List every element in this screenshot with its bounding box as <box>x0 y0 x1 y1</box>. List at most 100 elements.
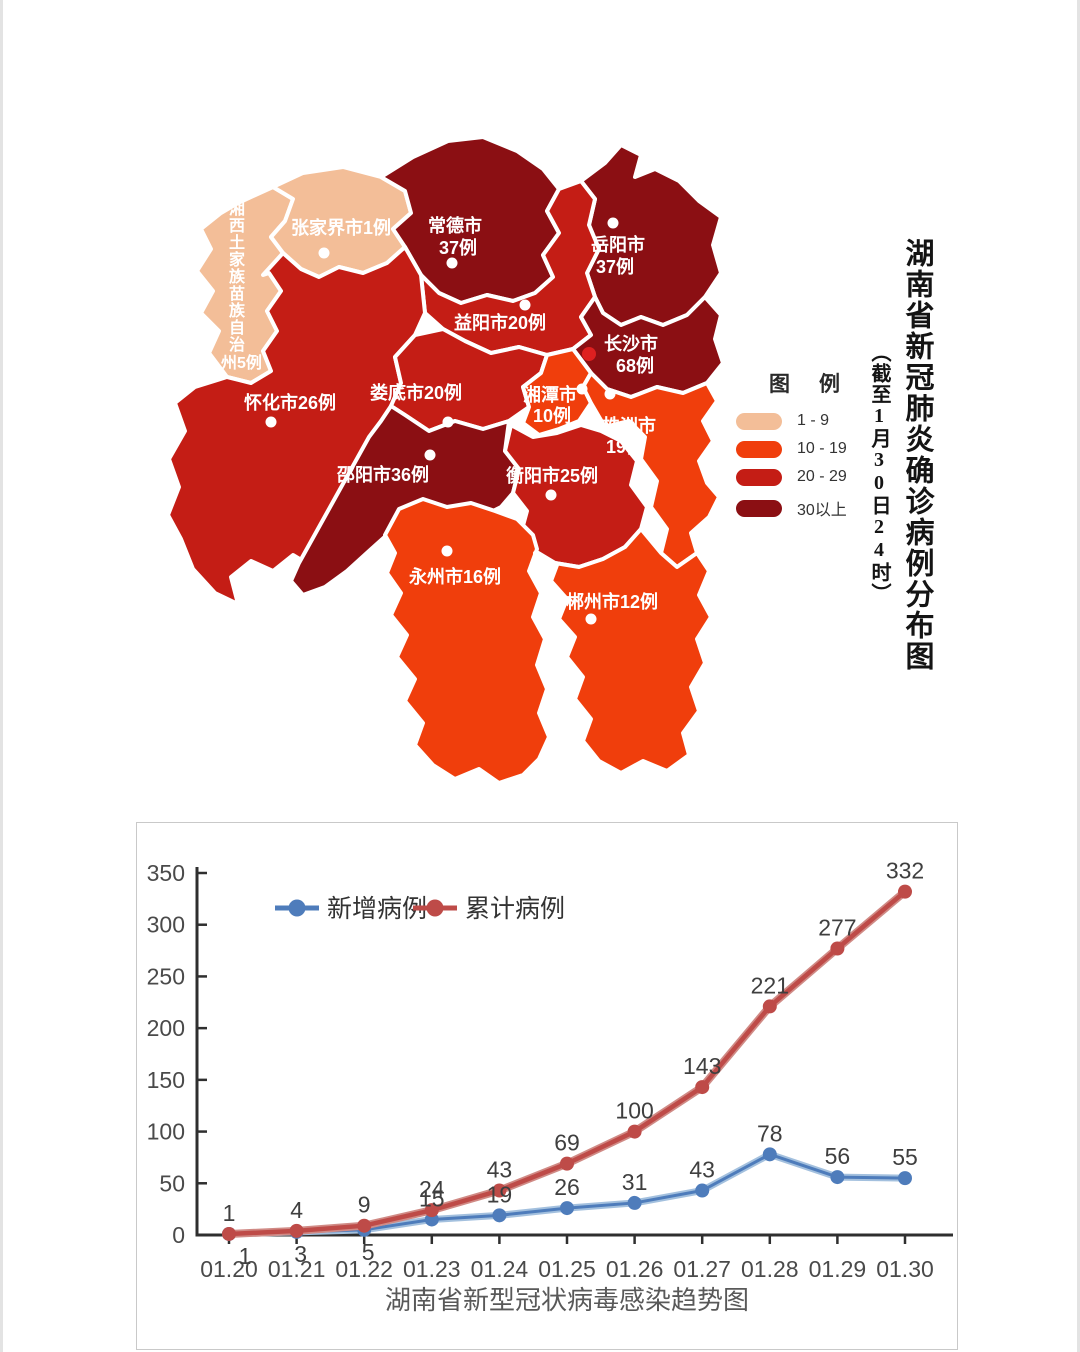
city-dot-yongzhou <box>441 545 453 557</box>
city-dot-huaihua <box>265 416 277 428</box>
y-tick-label: 100 <box>147 1119 185 1145</box>
map-title: 湖南省新冠肺炎确诊病例分布图 <box>901 238 933 672</box>
legend-swatch-30plus <box>736 499 782 517</box>
legend-item: 10 - 19 <box>731 440 906 458</box>
data-label: 100 <box>615 1098 653 1124</box>
新增病例-point <box>492 1208 507 1223</box>
legend-swatch-1-9 <box>736 412 782 430</box>
x-tick-label: 01.21 <box>268 1256 326 1282</box>
data-label: 143 <box>683 1053 721 1079</box>
累计病例-point <box>695 1080 710 1095</box>
legend-title: 图 例 <box>769 373 844 396</box>
data-label: 1 <box>239 1243 252 1269</box>
region-shaoyang <box>289 404 521 597</box>
累计病例-point <box>762 999 777 1014</box>
data-label: 31 <box>622 1169 648 1195</box>
label-xiangxi-bottom: 州5例 <box>221 355 262 372</box>
x-tick-label: 01.23 <box>403 1256 461 1282</box>
legend-item: 20 - 29 <box>731 468 906 486</box>
y-tick-label: 200 <box>147 1015 185 1041</box>
label-changde-1: 常德市 <box>428 215 482 236</box>
city-dot-zhangjiajie <box>318 247 330 259</box>
新增病例-point <box>898 1171 912 1186</box>
data-label: 55 <box>892 1144 918 1170</box>
legend-label: 1 - 9 <box>797 412 830 429</box>
y-tick-label: 150 <box>147 1067 185 1093</box>
x-tick-label: 01.30 <box>876 1256 934 1282</box>
data-label: 5 <box>362 1239 375 1265</box>
label-zhuzhou-1: 株洲市 <box>602 415 656 436</box>
y-tick-label: 300 <box>147 912 185 938</box>
data-label: 9 <box>358 1192 371 1218</box>
累计病例-point <box>492 1183 507 1198</box>
label-zhangjiajie: 张家界市1例 <box>291 217 391 238</box>
data-label: 56 <box>825 1143 851 1169</box>
data-label: 24 <box>419 1176 445 1202</box>
legend-marker <box>288 899 306 917</box>
capital-dot-changsha <box>582 347 596 361</box>
累计病例-point <box>289 1223 304 1238</box>
新增病例-point <box>560 1201 574 1216</box>
legend-item: 1 - 9 <box>731 412 906 430</box>
x-tick-label: 01.25 <box>538 1256 596 1282</box>
region-xiangtan <box>521 347 593 437</box>
累计病例-point <box>830 941 845 956</box>
legend-swatch-20-29 <box>736 468 782 486</box>
x-tick-label: 01.26 <box>606 1256 664 1282</box>
chart-title: 湖南省新型冠状病毒感染趋势图 <box>385 1285 749 1315</box>
data-label: 69 <box>554 1130 580 1156</box>
data-label: 43 <box>689 1157 715 1183</box>
label-hengyang: 衡阳市25例 <box>506 465 598 486</box>
map-legend: 图 例 1 - 9 10 - 19 20 - 29 30以上 <box>731 368 906 530</box>
新增病例-point <box>627 1195 642 1210</box>
city-dot-loudi <box>442 416 454 428</box>
label-huaihua: 怀化市26例 <box>244 392 336 413</box>
legend-swatch-10-19 <box>736 440 782 458</box>
累计病例-point <box>424 1203 439 1218</box>
data-label: 3 <box>294 1241 307 1267</box>
data-label: 43 <box>487 1157 513 1183</box>
legend-label: 10 - 19 <box>797 440 847 457</box>
y-tick-label: 350 <box>147 860 185 886</box>
data-label: 26 <box>554 1174 580 1200</box>
label-changsha-2: 68例 <box>616 355 654 376</box>
legend-label: 20 - 29 <box>797 468 847 485</box>
city-dot-yueyang <box>607 217 619 229</box>
label-yueyang-2: 37例 <box>596 256 634 277</box>
label-yiyang: 益阳市20例 <box>454 312 546 333</box>
legend-label: 新增病例 <box>327 895 427 923</box>
label-loudi: 娄底市20例 <box>370 382 462 403</box>
data-label: 1 <box>223 1200 236 1226</box>
city-dot-changde <box>446 257 458 269</box>
legend-item: 30以上 <box>731 496 906 520</box>
label-changsha-1: 长沙市 <box>604 333 658 354</box>
data-label: 15 <box>419 1185 445 1211</box>
city-dot-hengyang <box>545 489 557 501</box>
x-tick-label: 01.24 <box>471 1256 529 1282</box>
data-label: 277 <box>818 915 856 941</box>
label-yueyang-1: 岳阳市 <box>591 234 645 255</box>
hunan-map: 张家界市1例 常德市 37例 岳阳市 37例 益阳市20例 长沙市 68例 怀化… <box>166 135 725 785</box>
region-loudi <box>389 327 549 433</box>
legend-label: 累计病例 <box>465 895 565 923</box>
x-tick-label: 01.29 <box>809 1256 867 1282</box>
region-yongzhou <box>383 497 551 785</box>
legend-marker <box>426 899 444 917</box>
label-chenzhou: 郴州市12例 <box>566 591 658 612</box>
累计病例-point <box>627 1124 642 1139</box>
data-label: 19 <box>487 1181 513 1207</box>
x-tick-label: 01.28 <box>741 1256 799 1282</box>
累计病例-point <box>898 884 912 899</box>
legend-label: 30以上 <box>797 502 847 519</box>
data-label: 4 <box>290 1197 303 1223</box>
city-dot-shaoyang <box>424 449 436 461</box>
y-tick-label: 0 <box>172 1222 185 1248</box>
y-tick-label: 50 <box>159 1170 185 1196</box>
y-tick-label: 250 <box>147 963 185 989</box>
region-chenzhou <box>533 527 713 775</box>
data-label: 221 <box>751 972 789 998</box>
data-label: 78 <box>757 1120 783 1146</box>
trend-chart-svg: 0 50 100 150 200 250 300 350 01.20 01.21 01.22 01.2… <box>147 858 953 1315</box>
label-xiangtan-1: 湘潭市 <box>523 384 577 405</box>
